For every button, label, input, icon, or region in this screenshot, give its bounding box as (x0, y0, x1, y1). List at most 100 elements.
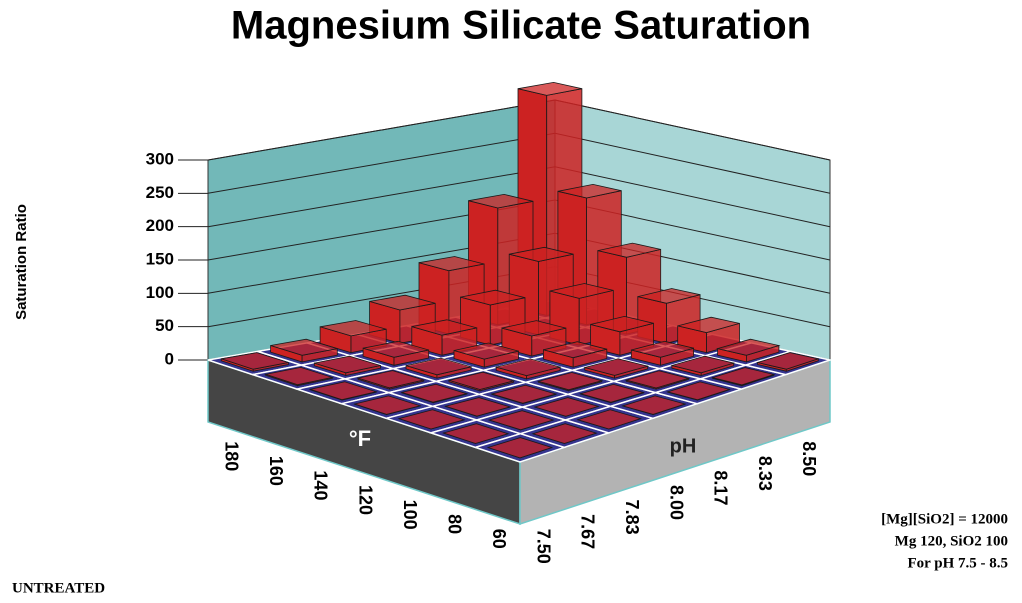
bar (590, 315, 654, 356)
bar-top (583, 358, 650, 376)
bar-top (666, 381, 731, 401)
z-tick-label: 8.17 (711, 470, 731, 505)
y-tick-label: 100 (146, 283, 174, 302)
bar-top (418, 256, 485, 272)
z-tick-label: 8.00 (666, 485, 686, 520)
y-tick-label: 300 (146, 149, 174, 168)
bar-top (264, 366, 334, 386)
y-tick-label: 0 (165, 349, 174, 368)
bar-top (494, 358, 562, 377)
bar-top (557, 183, 622, 199)
x-tick-label: 80 (444, 514, 464, 534)
bar (397, 409, 466, 430)
bar-top (356, 370, 426, 389)
z-tick-label: 8.33 (755, 456, 775, 491)
bar (543, 341, 608, 368)
y-tick-label: 250 (146, 183, 174, 202)
bar-top (543, 341, 607, 359)
bar-top (270, 338, 338, 356)
bar-top (533, 397, 600, 417)
bar (313, 355, 381, 377)
bar (670, 355, 736, 377)
bar (583, 358, 650, 379)
bar-top (531, 423, 598, 444)
y-tick-label: 200 (146, 216, 174, 235)
chart-title: Magnesium Silicate Saturation (231, 4, 811, 48)
bar-top (397, 409, 466, 430)
bar (487, 410, 555, 431)
bar-top (444, 397, 512, 417)
bar-top (549, 283, 614, 299)
bar-top (362, 340, 429, 358)
x-tick-label: 140 (311, 470, 331, 500)
bar-top (509, 246, 574, 262)
bar-top (756, 352, 820, 370)
annotation: UNTREATED (12, 580, 105, 596)
bar-top (677, 316, 740, 334)
bar-top (576, 409, 643, 430)
bar (270, 338, 338, 363)
bar (756, 352, 820, 372)
z-tick-label: 7.67 (578, 514, 598, 549)
bar-top (314, 355, 381, 374)
bar-top (453, 342, 519, 360)
bar (353, 395, 422, 416)
x-tick-label: 120 (355, 485, 375, 515)
bar (442, 423, 510, 444)
bar-top (711, 367, 776, 386)
x-tick-label: 180 (222, 441, 242, 471)
bar-top (400, 383, 469, 403)
bar (400, 383, 469, 404)
bar (490, 384, 558, 405)
bar (356, 370, 426, 390)
z-axis-label: pH (670, 435, 697, 457)
bar (308, 381, 378, 401)
annotation: For pH 7.5 - 8.5 (907, 555, 1008, 571)
bar-top (579, 383, 645, 403)
bar (405, 357, 473, 379)
bar (666, 381, 731, 401)
bar-top (501, 320, 566, 337)
bar-top (221, 352, 289, 370)
z-tick-label: 7.83 (622, 500, 642, 535)
bar (624, 370, 691, 390)
bar (630, 340, 694, 366)
bar-top (670, 355, 736, 374)
bar-top (621, 395, 687, 415)
bar (444, 397, 512, 417)
bar (533, 397, 600, 417)
bar-top (624, 370, 691, 389)
bar (453, 342, 519, 368)
bar-top (486, 437, 554, 459)
y-axis-label: Saturation Ratio (13, 204, 30, 320)
bar (677, 316, 740, 354)
bar-top (517, 81, 582, 96)
bar-top (411, 319, 477, 336)
bar-top (590, 315, 654, 333)
bar (576, 409, 643, 430)
bar (494, 358, 562, 380)
x-tick-label: 100 (400, 500, 420, 530)
bar (711, 367, 776, 387)
annotation: [Mg][SiO2] = 12000 (881, 511, 1008, 527)
x-tick-label: 160 (266, 456, 286, 486)
bar (621, 395, 687, 416)
bar-top (353, 395, 422, 415)
bar (220, 352, 289, 372)
bar-top (597, 242, 661, 258)
bar-top (487, 410, 555, 431)
bar (536, 372, 604, 392)
z-tick-label: 7.50 (533, 529, 553, 564)
bar-top (468, 193, 534, 209)
bar (362, 340, 430, 366)
bar-top (490, 384, 558, 404)
bar-top (405, 357, 473, 376)
bar (716, 338, 781, 363)
bar (579, 383, 645, 404)
bar-top (631, 340, 694, 358)
bar-top (442, 423, 510, 444)
bar (486, 437, 554, 459)
annotation: Mg 120, SiO2 100 (895, 533, 1008, 549)
bar-top (369, 294, 436, 311)
